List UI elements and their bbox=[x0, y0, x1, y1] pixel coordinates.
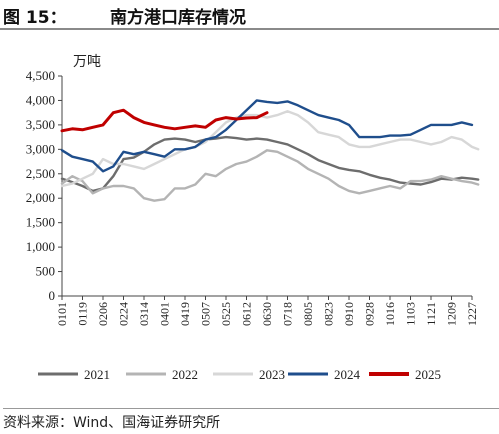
figure-label: 图 15： bbox=[3, 8, 67, 28]
x-tick-label: 1121 bbox=[424, 302, 438, 326]
x-tick-label: 0206 bbox=[96, 302, 110, 326]
x-tick-label: 0101 bbox=[55, 302, 69, 326]
y-tick-label: 500 bbox=[36, 264, 56, 279]
x-tick-label: 0910 bbox=[342, 302, 356, 326]
legend-label-2021: 2021 bbox=[84, 367, 110, 382]
x-tick-label: 0612 bbox=[240, 302, 254, 326]
y-tick-label: 4,500 bbox=[26, 68, 55, 83]
chart-legend: 2021 2022 2023 2024 2025 bbox=[38, 367, 441, 382]
x-tick-label: 0525 bbox=[219, 302, 233, 326]
y-tick-label: 1,500 bbox=[26, 215, 55, 230]
x-tick-label: 0630 bbox=[260, 302, 274, 326]
chart-axes: 0 500 1,000 1,500 2,000 2,500 3,000 3,500 4,000 4… bbox=[26, 54, 479, 326]
x-tick-label: 1227 bbox=[465, 302, 479, 326]
x-tick-label: 1209 bbox=[445, 302, 459, 326]
x-tick-label: 1103 bbox=[404, 302, 418, 326]
legend-label-2025: 2025 bbox=[415, 367, 441, 382]
legend-label-2022: 2022 bbox=[172, 367, 198, 382]
x-tick-label: 0805 bbox=[301, 302, 315, 326]
x-tick-label: 0314 bbox=[137, 302, 151, 326]
legend-label-2023: 2023 bbox=[259, 367, 285, 382]
series-layer bbox=[60, 99, 480, 202]
figure-header: 图 15： 南方港口库存情况 bbox=[0, 0, 499, 30]
series-line-2023 bbox=[60, 110, 480, 188]
series-line-2024 bbox=[60, 99, 474, 173]
y-tick-label: 1,000 bbox=[26, 239, 55, 254]
source-note: 资料来源：Wind、国海证券研究所 bbox=[3, 408, 499, 434]
figure-title: 南方港口库存情况 bbox=[110, 8, 246, 28]
y-tick-label: 2,500 bbox=[26, 166, 55, 181]
series-line-2025 bbox=[60, 108, 269, 133]
y-unit-label: 万吨 bbox=[73, 54, 101, 70]
chart: 0 500 1,000 1,500 2,000 2,500 3,000 3,500 4,000 4… bbox=[26, 54, 480, 382]
x-tick-label: 0419 bbox=[178, 302, 192, 326]
y-tick-label: 3,500 bbox=[26, 117, 55, 132]
x-tick-label: 0507 bbox=[199, 302, 213, 326]
y-tick-label: 3,000 bbox=[26, 141, 55, 156]
y-tick-label: 4,000 bbox=[26, 92, 55, 107]
x-tick-label: 0718 bbox=[281, 302, 295, 326]
legend-label-2024: 2024 bbox=[334, 367, 361, 382]
y-tick-label: 2,000 bbox=[26, 190, 55, 205]
x-tick-label: 0119 bbox=[76, 302, 90, 326]
x-tick-label: 0928 bbox=[363, 302, 377, 326]
y-tick-label: 0 bbox=[49, 288, 56, 303]
series-line-2021 bbox=[60, 135, 480, 193]
x-tick-label: 0823 bbox=[322, 302, 336, 326]
series-line-2022 bbox=[60, 149, 480, 202]
x-tick-label: 1016 bbox=[383, 302, 397, 326]
x-tick-label: 0224 bbox=[117, 302, 131, 326]
x-tick-label: 0401 bbox=[158, 302, 172, 326]
